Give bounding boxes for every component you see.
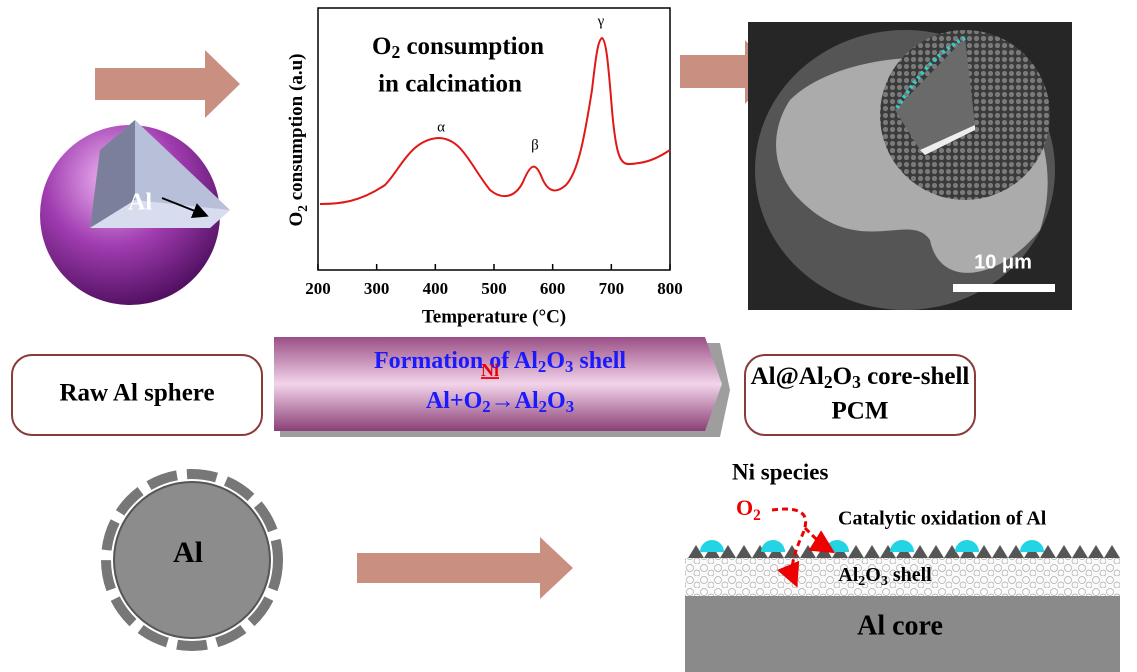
text-part: O <box>833 363 852 390</box>
chart: O2 consumption in calcination α β γ O2 c… <box>286 8 682 327</box>
y-axis-label: O2 consumption (a.u) <box>286 54 310 227</box>
process-title: Formation of Al2O3 shell <box>374 348 626 376</box>
x-tick-label: 800 <box>657 279 683 298</box>
text-part: consumption <box>400 33 544 60</box>
text-part: Al@Al <box>751 363 824 390</box>
text-part: → <box>491 388 515 414</box>
text-part: 2 <box>539 397 547 416</box>
chart-title: in calcination <box>378 71 522 98</box>
ni-label: Ni species <box>732 459 829 484</box>
scale-label: 10 μm <box>974 251 1032 273</box>
figure: Al O2 consumption in calcination α β γ O… <box>0 0 1137 672</box>
text-part: 2 <box>824 372 833 392</box>
text-part: 2 <box>391 42 400 62</box>
text-part: 2 <box>482 397 490 416</box>
text-part: O <box>547 388 566 414</box>
text-part: core-shell <box>861 363 970 390</box>
text-part: consumption (a.u) <box>286 54 307 206</box>
text-part: 3 <box>566 397 574 416</box>
peak-label: γ <box>597 13 605 29</box>
x-tick-label: 700 <box>599 279 625 298</box>
text-part: 2 <box>538 357 546 376</box>
text-part: 2 <box>858 574 865 589</box>
text-part: O <box>736 495 753 520</box>
text-part: Al <box>838 564 858 586</box>
arrow <box>357 537 573 599</box>
al-core-label: Al core <box>857 610 943 641</box>
text-part: 3 <box>565 357 573 376</box>
text-part: 3 <box>852 372 861 392</box>
text-part: O <box>865 564 881 586</box>
text-part: 3 <box>881 574 888 589</box>
catalytic-label: Catalytic oxidation of Al <box>838 508 1047 530</box>
text-part: Al+O <box>426 388 482 414</box>
x-tick-label: 300 <box>364 279 390 298</box>
product-label: Al@Al2O3 core-shell <box>751 363 970 392</box>
text-part: Al <box>515 388 539 414</box>
text-part: shell <box>573 348 626 374</box>
x-tick-label: 500 <box>481 279 507 298</box>
x-axis-label: Temperature (°C) <box>422 306 566 327</box>
text-part: O <box>372 33 391 60</box>
reaction: Al+O2→Al2O3 <box>426 388 574 416</box>
x-tick-label: 400 <box>423 279 449 298</box>
sphere-label: Al <box>128 190 152 216</box>
text-part: O <box>546 348 565 374</box>
text-part: 2 <box>753 507 761 524</box>
product-label: PCM <box>832 398 889 425</box>
text-part: shell <box>888 564 932 586</box>
x-tick-label: 200 <box>305 279 331 298</box>
peak-label: β <box>531 137 539 153</box>
page: {"chart": {"type": "line", "title_line1"… <box>0 0 1137 672</box>
text-part: Formation of Al <box>374 348 538 374</box>
arrow <box>95 50 240 118</box>
o2-label: O2 <box>736 495 761 523</box>
text-part: O <box>286 212 307 227</box>
scale-bar <box>953 284 1055 292</box>
raw-label: Raw Al sphere <box>59 380 214 407</box>
peak-label: α <box>437 119 445 135</box>
core-label: Al <box>173 536 203 569</box>
catalyst-label: Ni <box>481 360 499 380</box>
x-tick-label: 600 <box>540 279 566 298</box>
